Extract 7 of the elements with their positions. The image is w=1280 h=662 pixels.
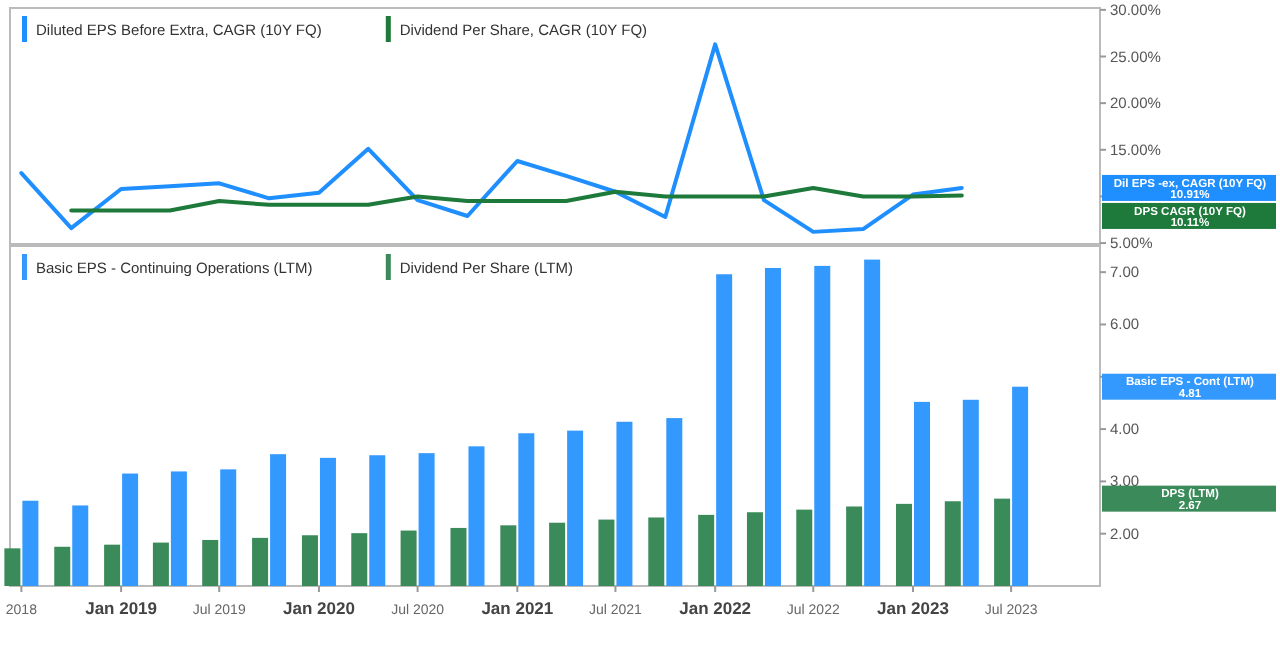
- x-tick-label: Jan 2019: [85, 598, 158, 618]
- x-tick-label: Jan 2022: [679, 598, 752, 618]
- x-tick-label: Jan 2023: [877, 598, 950, 618]
- line-series: [69, 186, 964, 213]
- x-tick-label: Jan 2021: [481, 598, 554, 618]
- x-tick-label: Jan 2020: [283, 598, 356, 618]
- line-series: [19, 42, 964, 234]
